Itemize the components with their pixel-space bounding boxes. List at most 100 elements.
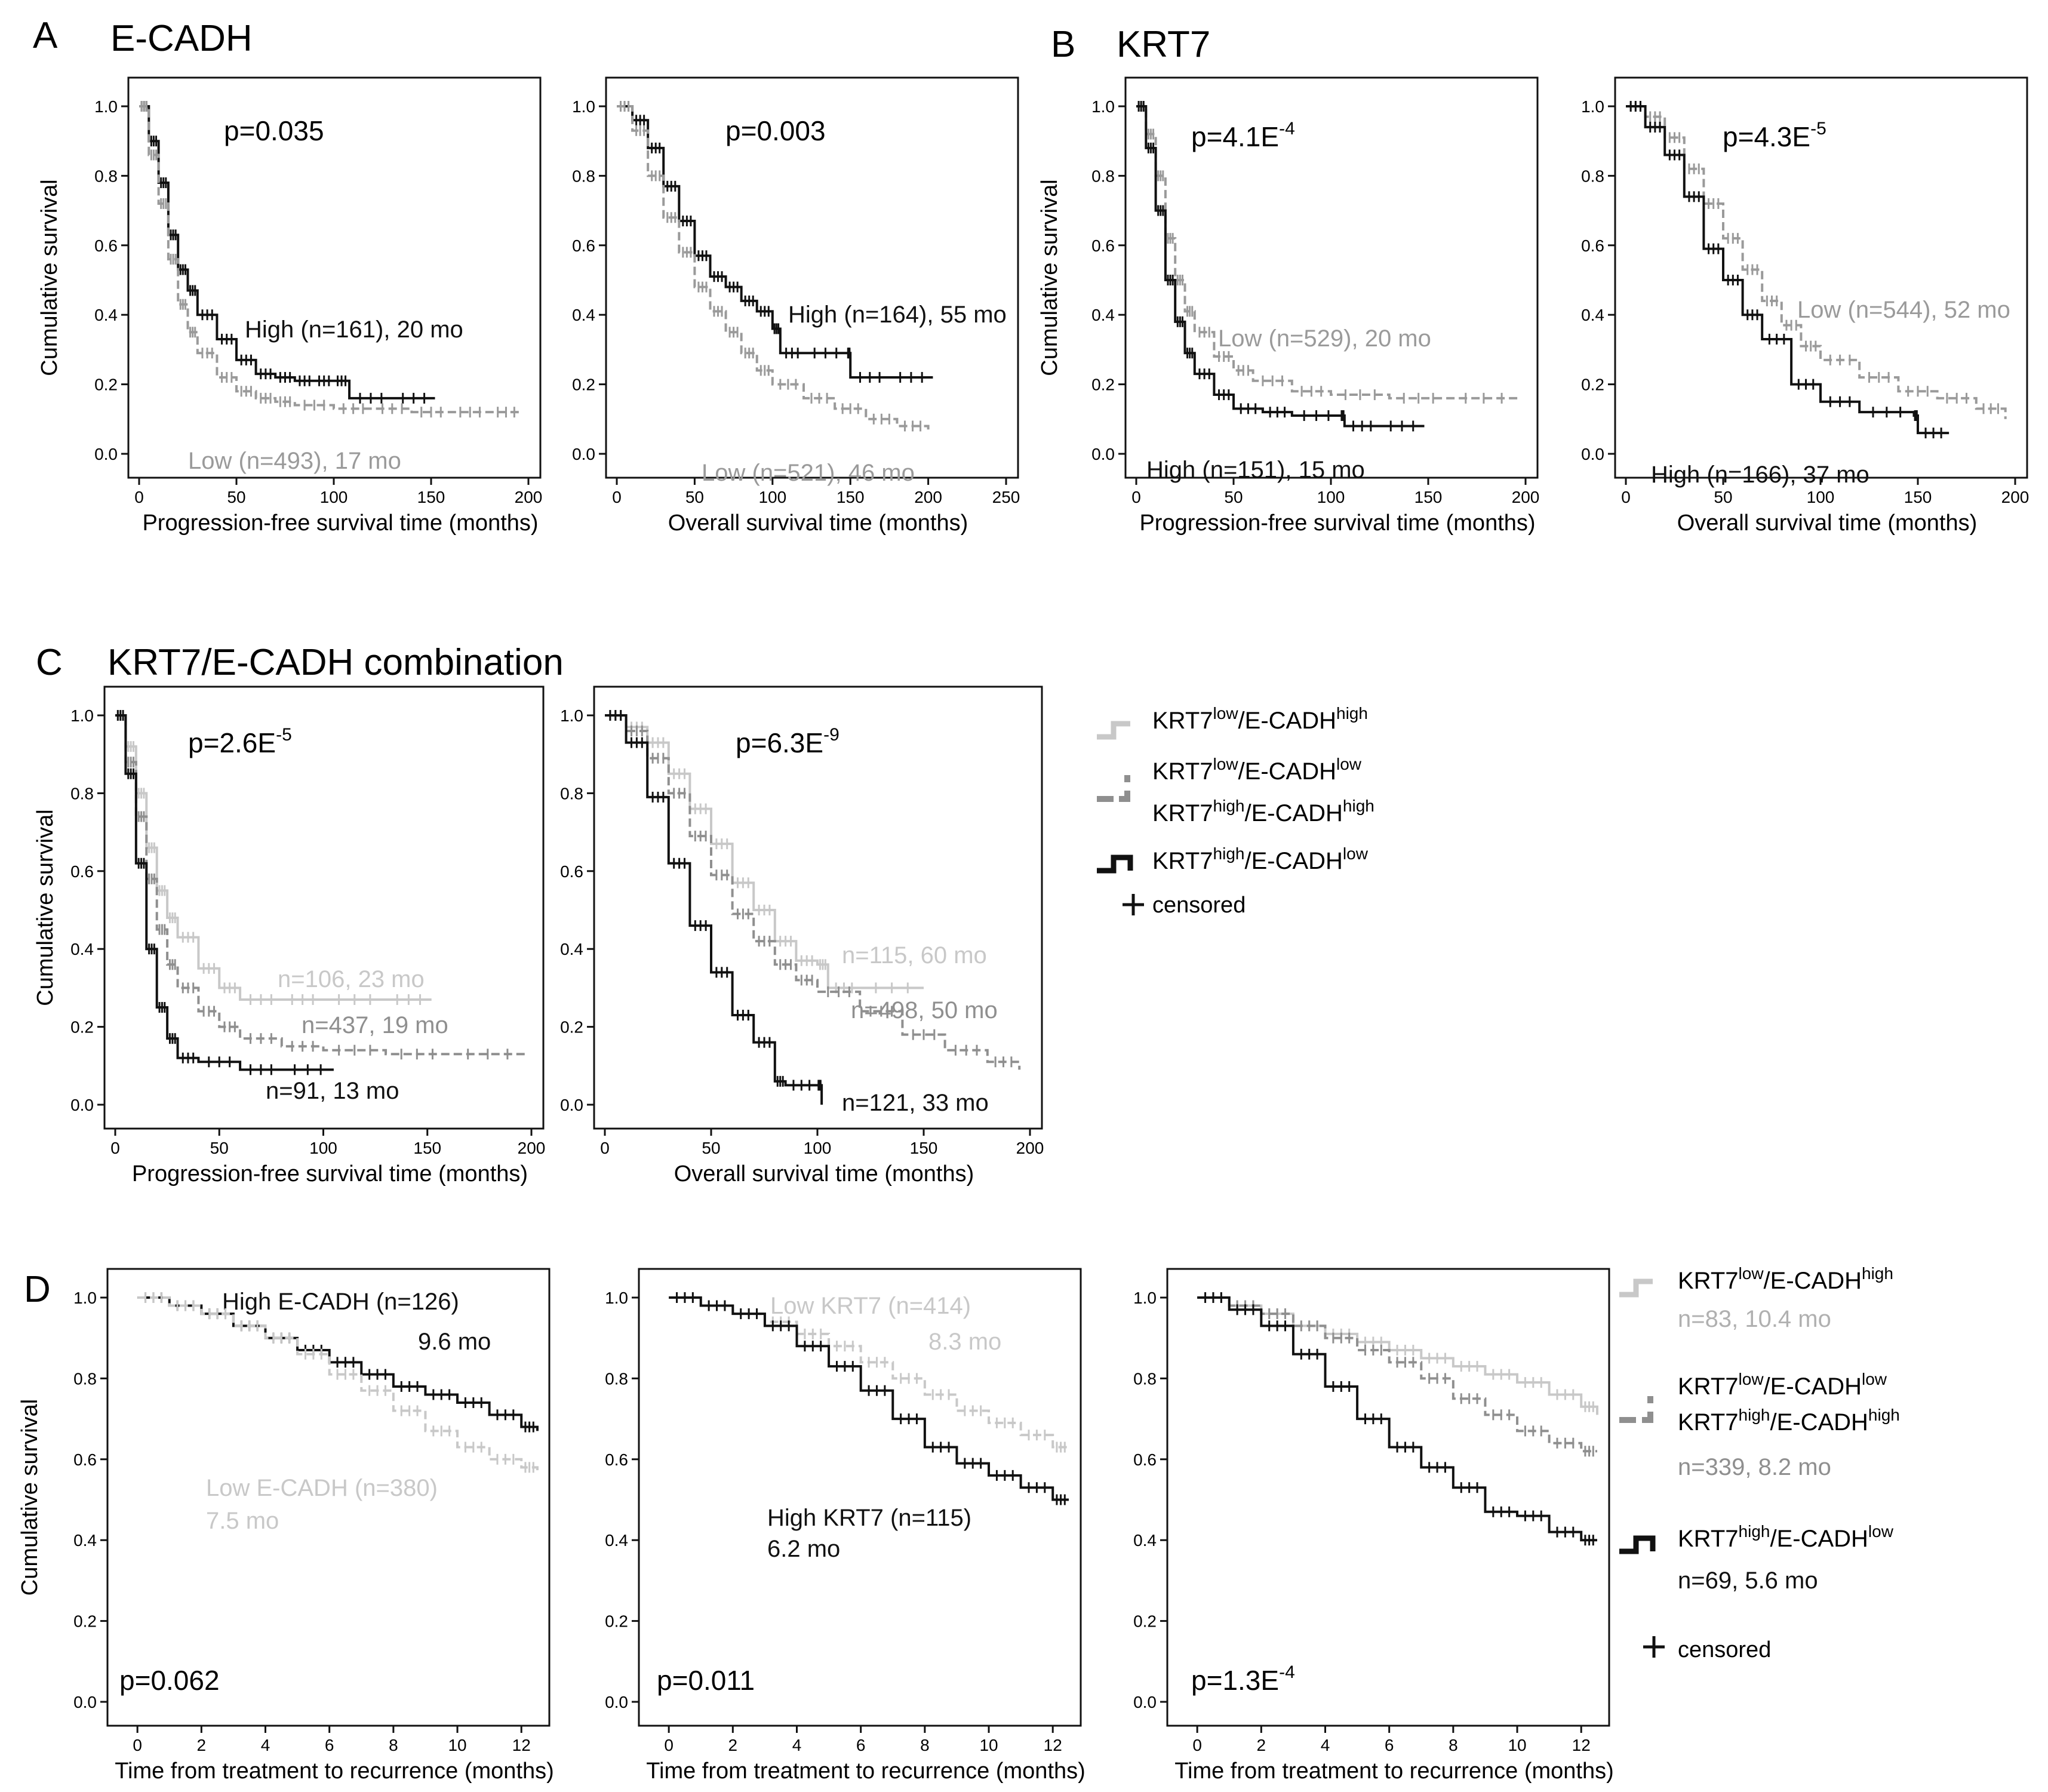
x-tick-label: 0 (134, 488, 144, 506)
legend-c-swatch-lightgray (1097, 721, 1130, 740)
x-axis-label: Overall survival time (months) (674, 1161, 974, 1187)
x-tick-label: 0 (110, 1139, 120, 1157)
y-tick-label: 0.8 (1581, 167, 1604, 185)
survival-curve-krt7low-e-cadhhigh (1197, 1296, 1598, 1415)
legend-c-swatch-black (1097, 854, 1133, 874)
y-tick-label: 0.8 (1091, 167, 1115, 185)
series-label: Low (n=544), 52 mo (1797, 297, 2010, 323)
chart-d-combination-recurrence: 0.0 0.2 0.4 0.6 0.8 1.0 0 2 4 6 8 10 12 Time from tre… (1133, 1268, 1614, 1784)
y-tick-label: 0.8 (605, 1369, 628, 1388)
x-tick-label: 150 (1904, 488, 1932, 506)
x-tick-label: 0 (664, 1736, 674, 1754)
y-tick-label: 0.8 (73, 1369, 97, 1388)
survival-curve-krt7low-e-cadhlow-krt7high-e-cadhhigh (115, 714, 528, 1056)
chart-a-overall: 0.0 0.2 0.4 0.6 0.8 1.0 0 50 100 150 200 250 Overall… (572, 76, 1020, 536)
p-value: p=0.035 (224, 115, 324, 146)
x-tick-label: 0 (612, 488, 622, 506)
y-tick-label: 0.6 (73, 1450, 97, 1469)
y-tick-label: 0.2 (1133, 1612, 1157, 1631)
p-value: p=1.3E-4 (1191, 1662, 1295, 1696)
y-tick-label: 0.4 (605, 1531, 628, 1550)
x-tick-label: 10 (979, 1736, 998, 1754)
y-tick-label: 0.6 (1581, 236, 1604, 255)
x-tick-label: 0 (133, 1736, 142, 1754)
x-tick-label: 2 (728, 1736, 738, 1754)
y-tick-label: 0.2 (605, 1612, 628, 1631)
x-tick-label: 8 (920, 1736, 930, 1754)
panel-a-letter: A (33, 15, 58, 56)
y-tick-label: 0.0 (94, 445, 118, 463)
y-tick-label: 0.6 (605, 1450, 628, 1469)
y-tick-label: 0.4 (1133, 1531, 1157, 1550)
legend-c-item-3: KRT7high/E-CADHhigh (1152, 797, 1374, 826)
x-tick-label: 8 (1449, 1736, 1458, 1754)
legend-c-censored: censored (1152, 893, 1246, 918)
x-tick-label: 150 (910, 1139, 938, 1157)
survival-curve-high (617, 105, 933, 379)
y-tick-label: 0.4 (572, 306, 595, 324)
y-tick-label: 0.4 (73, 1531, 97, 1550)
y-tick-label: 0.6 (94, 236, 118, 255)
y-tick-label: 0.6 (572, 236, 595, 255)
y-tick-label: 0.2 (560, 1018, 583, 1037)
p-value: p=2.6E-5 (188, 725, 292, 758)
x-axis-label: Progression-free survival time (months) (132, 1161, 528, 1187)
y-axis-label: Cumulative survival (1037, 179, 1062, 376)
x-axis-label: Time from treatment to recurrence (month… (1174, 1759, 1614, 1784)
panel-c-letter: C (36, 642, 63, 683)
chart-a-progression-free: 0.0 0.2 0.4 0.6 0.8 1.0 0 50 100 150 200 Progressio… (37, 76, 542, 536)
plot-frame (1166, 1268, 1610, 1727)
survival-curve-krt7low-e-cadhlow-krt7high-e-cadhhigh (1197, 1296, 1597, 1453)
x-tick-label: 50 (227, 488, 245, 506)
p-value: p=0.011 (657, 1665, 755, 1696)
panel-a-title: E-CADH (110, 18, 253, 59)
panel-d-header: D (24, 1269, 51, 1310)
legend-c-item-2: KRT7low/E-CADHlow (1152, 755, 1362, 785)
x-tick-label: 0 (1621, 488, 1631, 506)
y-tick-label: 0.4 (1091, 306, 1115, 324)
legend-c-item-1: KRT7low/E-CADHhigh (1152, 704, 1368, 734)
series-label: n=106, 23 mo (278, 966, 425, 992)
x-tick-label: 8 (389, 1736, 398, 1754)
x-tick-label: 200 (518, 1139, 546, 1157)
y-tick-label: 0.8 (1133, 1369, 1157, 1388)
legend-d-swatch-lightgray (1619, 1278, 1653, 1298)
y-tick-label: 0.6 (1133, 1450, 1157, 1469)
series-label: High (n=161), 20 mo (245, 316, 463, 343)
series-label: High (n=164), 55 mo (788, 302, 1007, 328)
legend-d-swatch-dashed (1619, 1396, 1653, 1423)
series-label-median: 7.5 mo (206, 1508, 279, 1534)
x-axis-label: Progression-free survival time (months) (142, 511, 538, 536)
y-tick-label: 0.6 (70, 862, 94, 881)
x-tick-label: 100 (758, 488, 786, 506)
legend-d-item-1: KRT7low/E-CADHhigh (1678, 1264, 1893, 1294)
x-tick-label: 50 (210, 1139, 229, 1157)
x-tick-label: 200 (1512, 488, 1540, 506)
x-tick-label: 4 (261, 1736, 270, 1754)
chart-b-progression-free: 0.0 0.2 0.4 0.6 0.8 1.0 0 50 100 150 200 Progressio… (1037, 76, 1540, 536)
series-label-median: 9.6 mo (418, 1329, 491, 1355)
y-axis-label: Cumulative survival (17, 1399, 42, 1596)
x-tick-label: 100 (1317, 488, 1345, 506)
y-tick-label: 1.0 (1581, 97, 1604, 116)
x-tick-label: 200 (914, 488, 942, 506)
chart-d-krt7-recurrence: 0.0 0.2 0.4 0.6 0.8 1.0 0 2 4 6 8 10 12 Time from tre… (605, 1268, 1085, 1784)
y-tick-label: 0.2 (572, 376, 595, 394)
x-tick-label: 150 (417, 488, 445, 506)
y-tick-label: 0.0 (1133, 1693, 1157, 1711)
panel-c-header: C KRT7/E-CADH combination (36, 642, 564, 683)
panel-a-header: A E-CADH (33, 15, 253, 59)
p-value: p=6.3E-9 (736, 725, 840, 758)
series-label: n=437, 19 mo (302, 1012, 448, 1038)
x-tick-label: 0 (1131, 488, 1141, 506)
legend-d-item-4: KRT7high/E-CADHlow (1678, 1522, 1894, 1552)
y-tick-label: 1.0 (1133, 1289, 1157, 1307)
x-axis-label: Overall survival time (months) (1677, 511, 1978, 536)
y-tick-label: 0.8 (70, 784, 94, 803)
y-tick-label: 0.2 (70, 1018, 94, 1037)
legend-d-note-3: n=69, 5.6 mo (1678, 1567, 1818, 1594)
y-tick-label: 0.2 (1581, 376, 1604, 394)
y-tick-label: 0.4 (94, 306, 118, 324)
survival-curve-krt7high-e-cadhlow (115, 714, 334, 1071)
